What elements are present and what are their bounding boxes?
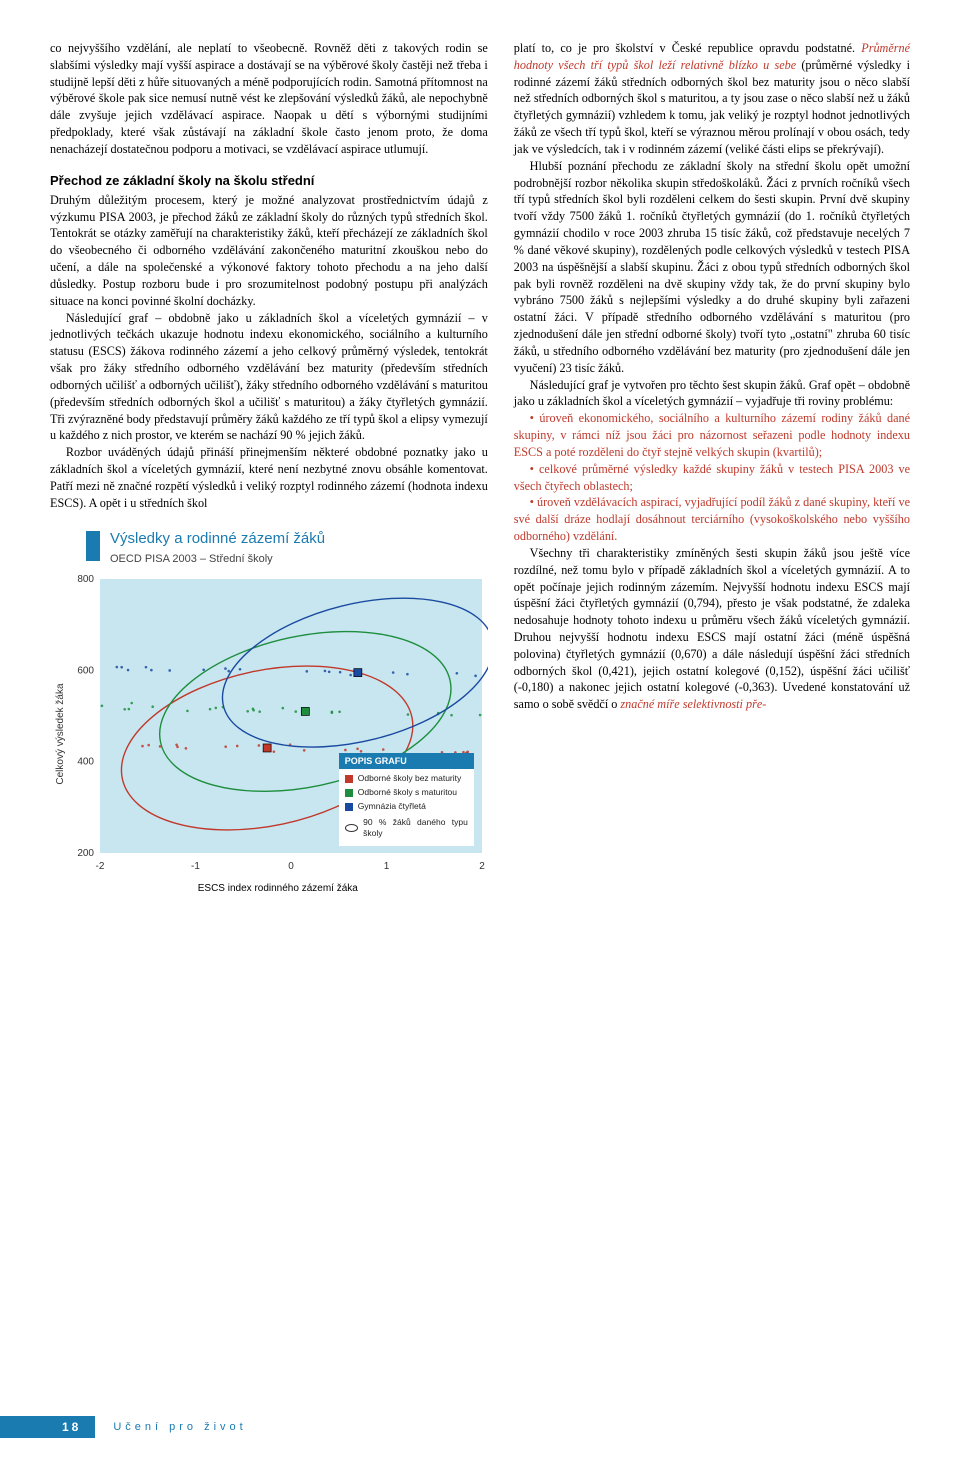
chart-flag-icon	[86, 531, 100, 561]
svg-text:-1: -1	[191, 861, 200, 872]
right-p4-pre: Všechny tři charakteristiky zmíněných še…	[514, 546, 910, 711]
svg-text:800: 800	[77, 574, 94, 585]
left-heading: Přechod ze základní školy na školu střed…	[50, 172, 488, 190]
svg-text:2: 2	[479, 861, 485, 872]
left-column: co nejvyššího vzdělání, ale neplatí to v…	[50, 40, 488, 896]
bullet-3: • úroveň vzdělávacích aspirací, vyjadřuj…	[514, 494, 910, 544]
chart-container: Výsledky a rodinné zázemí žáků OECD PISA…	[50, 529, 488, 895]
left-p4: Rozbor uváděných údajů přináší přinejmen…	[50, 444, 488, 511]
svg-text:400: 400	[77, 757, 94, 768]
svg-text:200: 200	[77, 848, 94, 859]
right-column: platí to, co je pro školství v České rep…	[514, 40, 910, 896]
legend-ellipse-icon	[345, 824, 358, 832]
right-p1-pre: platí to, co je pro školství v České rep…	[514, 41, 861, 55]
left-p3: Následující graf – obdobně jako u základ…	[50, 310, 488, 445]
chart-title: Výsledky a rodinné zázemí žáků	[110, 529, 325, 550]
right-p3: Následující graf je vytvořen pro těchto …	[514, 377, 910, 411]
chart-legend: POPIS GRAFU Odborné školy bez maturity O…	[339, 753, 474, 846]
bullet-3-text: úroveň vzdělávacích aspirací, vyjadřujíc…	[514, 495, 910, 543]
legend-label: Gymnázia čtyřletá	[358, 801, 426, 813]
bullet-2-text: celkové průměrné výsledky každé skupiny …	[514, 462, 910, 493]
legend-swatch	[345, 789, 353, 797]
bullet-2: • celkové průměrné výsledky každé skupin…	[514, 461, 910, 495]
legend-swatch	[345, 775, 353, 783]
svg-text:-2: -2	[95, 861, 104, 872]
right-p1: platí to, co je pro školství v České rep…	[514, 40, 910, 158]
footer-title: Učení pro život	[113, 1421, 246, 1433]
chart-subtitle: OECD PISA 2003 – Střední školy	[110, 552, 325, 567]
legend-ellipse-label: 90 % žáků daného typu školy	[363, 817, 468, 840]
right-p4-emph: značné míře selektivnosti pře-	[620, 697, 766, 711]
bullet-1: • úroveň ekonomického, sociálního a kult…	[514, 410, 910, 460]
page-number: 18	[0, 1416, 95, 1438]
legend-label: Odborné školy s maturitou	[358, 787, 457, 799]
svg-text:0: 0	[288, 861, 294, 872]
chart-ylabel: Celkový výsledek žáka	[50, 573, 68, 896]
two-column-text: co nejvyššího vzdělání, ale neplatí to v…	[50, 40, 910, 896]
svg-text:600: 600	[77, 666, 94, 677]
left-p2: Druhým důležitým procesem, který je možn…	[50, 192, 488, 310]
right-p4: Všechny tři charakteristiky zmíněných še…	[514, 545, 910, 713]
bullet-1-text: úroveň ekonomického, sociálního a kultur…	[514, 411, 910, 459]
right-p1-post: (průměrné výsledky i rodinné zázemí žáků…	[514, 58, 910, 156]
chart-xlabel: ESCS index rodinného zázemí žáka	[68, 882, 488, 896]
left-p1: co nejvyššího vzdělání, ale neplatí to v…	[50, 40, 488, 158]
legend-swatch	[345, 803, 353, 811]
svg-text:1: 1	[384, 861, 390, 872]
right-p2: Hlubší poznání přechodu ze základní škol…	[514, 158, 910, 377]
page-footer: 18 Učení pro život	[0, 1416, 960, 1438]
legend-label: Odborné školy bez maturity	[358, 773, 461, 785]
legend-head: POPIS GRAFU	[339, 753, 474, 769]
